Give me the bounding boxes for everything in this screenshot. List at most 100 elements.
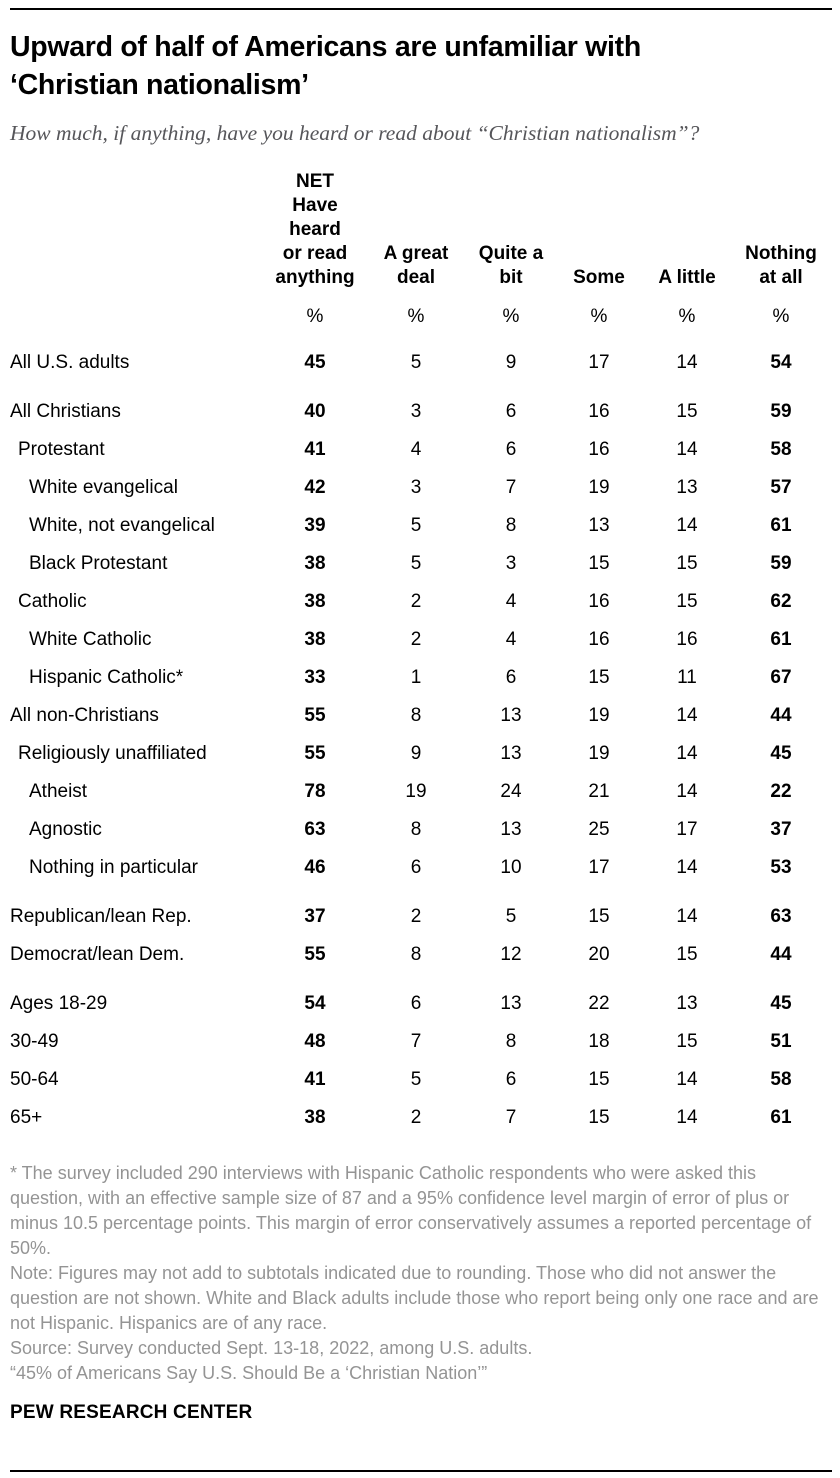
column-header-line: anything (275, 267, 355, 288)
value-cell: 41 (304, 1069, 326, 1090)
value-cell: 61 (770, 515, 792, 536)
value-cell: 4 (505, 591, 517, 612)
value-cell: 6 (505, 1069, 517, 1090)
value-cell: 5 (410, 515, 422, 536)
value-cell: 13 (500, 743, 522, 764)
row-label: All non-Christians (10, 705, 159, 726)
value-cell: 39 (304, 515, 326, 536)
table-row: Atheist 78 19 24 21 14 22 (10, 773, 831, 811)
value-cell: 14 (676, 1107, 698, 1128)
table-row: 50-64 41 5 6 15 14 58 (10, 1061, 831, 1099)
value-cell: 7 (410, 1031, 422, 1052)
value-cell: 19 (588, 477, 610, 498)
value-cell: 13 (500, 705, 522, 726)
value-cell: 16 (676, 629, 698, 650)
value-cell: 1 (410, 667, 422, 688)
value-cell: 41 (304, 439, 326, 460)
value-cell: 15 (676, 944, 698, 965)
value-cell: 18 (588, 1031, 610, 1052)
row-label: Nothing in particular (29, 857, 198, 878)
value-cell: 45 (304, 352, 326, 373)
header-row: NET Have heard or read anything A great deal Q… (10, 170, 831, 290)
value-cell: 38 (304, 629, 326, 650)
value-cell: 25 (588, 819, 610, 840)
value-cell: 17 (676, 819, 698, 840)
row-label: Black Protestant (29, 553, 168, 574)
value-cell: 38 (304, 553, 326, 574)
value-cell: 14 (676, 1069, 698, 1090)
value-cell: 5 (410, 1069, 422, 1090)
value-cell: 5 (410, 352, 422, 373)
top-divider (10, 8, 832, 10)
value-cell: 14 (676, 857, 698, 878)
value-cell: 54 (304, 993, 326, 1014)
table-row: Nothing in particular 46 6 10 17 14 53 (10, 849, 831, 887)
section-gap-cell (10, 382, 831, 393)
value-cell: 38 (304, 1107, 326, 1128)
value-cell: 17 (588, 857, 610, 878)
row-label: Democrat/lean Dem. (10, 944, 185, 965)
table-row: Democrat/lean Dem. 55 8 12 20 15 44 (10, 936, 831, 974)
value-cell: 63 (770, 906, 792, 927)
column-header: Some (555, 170, 643, 290)
value-cell: 37 (304, 906, 326, 927)
column-header-line: Quite a (478, 243, 544, 264)
value-cell: 6 (505, 401, 517, 422)
table-row: 65+ 38 2 7 15 14 61 (10, 1099, 831, 1137)
row-label: All Christians (10, 401, 121, 422)
value-cell: 13 (500, 819, 522, 840)
table-row: Agnostic 63 8 13 25 17 37 (10, 811, 831, 849)
value-cell: 33 (304, 667, 326, 688)
table-row: All U.S. adults 45 5 9 17 14 54 (10, 344, 831, 382)
data-table: NET Have heard or read anything A great deal Q… (10, 170, 831, 1137)
value-cell: 19 (588, 705, 610, 726)
column-header-line: NET (296, 171, 334, 192)
value-cell: 4 (505, 629, 517, 650)
table-row: White evangelical 42 3 7 19 13 57 (10, 469, 831, 507)
table-row: Republican/lean Rep. 37 2 5 15 14 63 (10, 898, 831, 936)
value-cell: 13 (676, 477, 698, 498)
column-header-line: Nothing (745, 243, 817, 264)
value-cell: 16 (588, 591, 610, 612)
table-row: Black Protestant 38 5 3 15 15 59 (10, 545, 831, 583)
value-cell: 51 (770, 1031, 792, 1052)
value-cell: 59 (770, 401, 792, 422)
value-cell: 7 (505, 1107, 517, 1128)
row-label: Ages 18-29 (10, 993, 108, 1014)
table-row: White Catholic 38 2 4 16 16 61 (10, 621, 831, 659)
value-cell: 38 (304, 591, 326, 612)
value-cell: 6 (410, 993, 422, 1014)
table-row: All Christians 40 3 6 16 15 59 (10, 393, 831, 431)
value-cell: 57 (770, 477, 792, 498)
value-cell: 15 (676, 1031, 698, 1052)
value-cell: 5 (505, 906, 517, 927)
value-cell: 21 (588, 781, 610, 802)
value-cell: 59 (770, 553, 792, 574)
value-cell: 4 (410, 439, 422, 460)
value-cell: 7 (505, 477, 517, 498)
column-header-line: at all (759, 267, 803, 288)
percent-sign: % (502, 306, 520, 327)
value-cell: 9 (410, 743, 422, 764)
row-label: 50-64 (10, 1069, 59, 1090)
value-cell: 24 (500, 781, 522, 802)
value-cell: 16 (588, 401, 610, 422)
value-cell: 13 (500, 993, 522, 1014)
value-cell: 15 (588, 1069, 610, 1090)
table-row: All non-Christians 55 8 13 19 14 44 (10, 697, 831, 735)
value-cell: 14 (676, 743, 698, 764)
value-cell: 10 (500, 857, 522, 878)
table-header: NET Have heard or read anything A great deal Q… (10, 170, 831, 344)
value-cell: 61 (770, 1107, 792, 1128)
title-line-1: Upward of half of Americans are unfamili… (10, 31, 641, 63)
value-cell: 14 (676, 439, 698, 460)
value-cell: 16 (588, 439, 610, 460)
value-cell: 58 (770, 1069, 792, 1090)
value-cell: 15 (676, 553, 698, 574)
value-cell: 15 (676, 591, 698, 612)
value-cell: 13 (588, 515, 610, 536)
column-header-line: Some (573, 267, 625, 288)
value-cell: 6 (410, 857, 422, 878)
value-cell: 15 (676, 401, 698, 422)
value-cell: 78 (304, 781, 326, 802)
